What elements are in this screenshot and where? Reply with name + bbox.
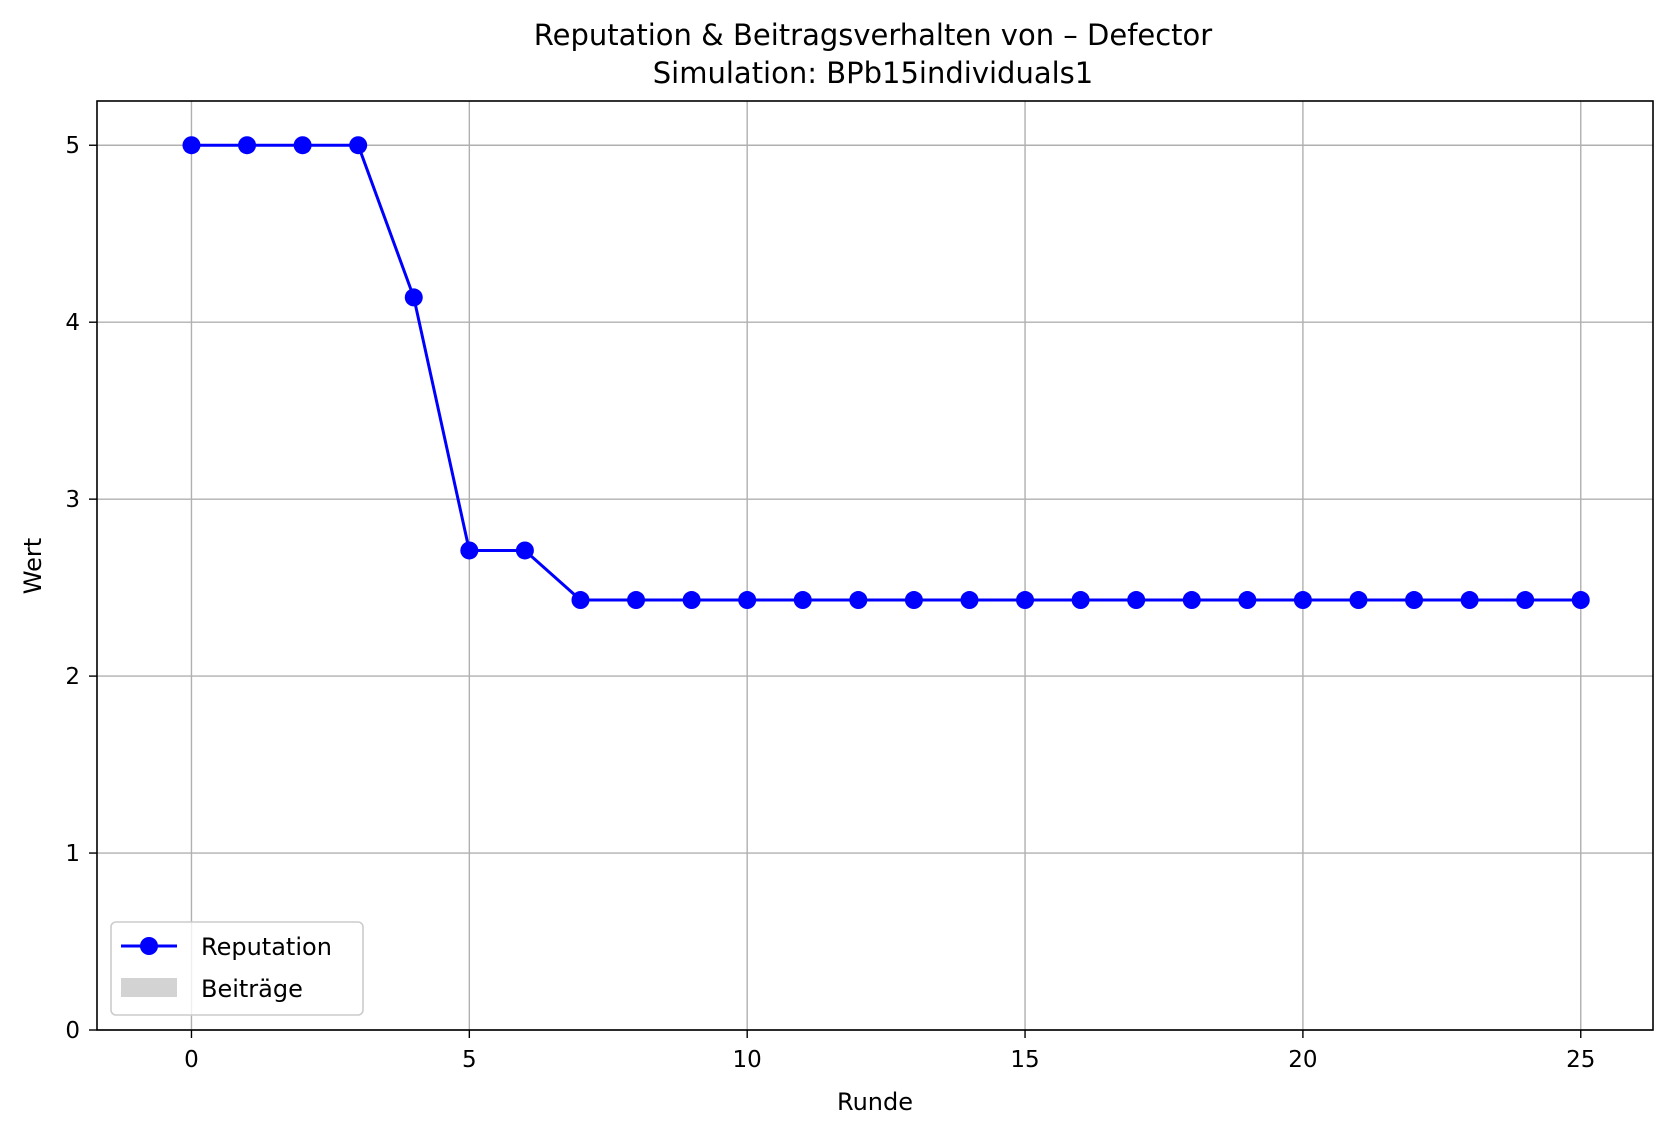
reputation-point xyxy=(1071,591,1090,610)
ticks: 0 5 10 15 20 25 0 1 2 3 4 5 xyxy=(65,133,1595,1073)
y-tick-label: 4 xyxy=(65,310,80,336)
reputation-point xyxy=(793,591,812,610)
y-tick-label: 5 xyxy=(65,133,80,159)
reputation-point xyxy=(460,541,479,560)
x-tick-label: 15 xyxy=(1010,1047,1039,1073)
reputation-point xyxy=(1571,591,1590,610)
reputation-point xyxy=(404,288,423,307)
reputation-point xyxy=(1516,591,1535,610)
reputation-point xyxy=(182,136,201,155)
y-axis-label: Wert xyxy=(19,538,47,594)
reputation-point xyxy=(1349,591,1368,610)
x-tick-label: 10 xyxy=(733,1047,762,1073)
reputation-point xyxy=(1238,591,1257,610)
reputation-point xyxy=(627,591,646,610)
reputation-point xyxy=(293,136,312,155)
reputation-line xyxy=(191,143,1581,602)
y-tick-label: 1 xyxy=(65,841,80,867)
legend-beitraege-swatch xyxy=(121,978,177,997)
reputation-point xyxy=(1182,591,1201,610)
chart-title: Reputation & Beitragsverhalten von – Def… xyxy=(534,18,1213,52)
reputation-point xyxy=(960,591,979,610)
legend-reputation-label: Reputation xyxy=(201,933,332,961)
y-tick-label: 0 xyxy=(65,1018,80,1044)
plot-frame xyxy=(96,100,1654,1031)
reputation-point xyxy=(1016,591,1035,610)
legend-reputation-marker xyxy=(140,937,158,955)
x-tick-label: 0 xyxy=(184,1047,199,1073)
x-tick-label: 5 xyxy=(462,1047,477,1073)
x-tick-label: 25 xyxy=(1566,1047,1595,1073)
chart-subtitle: Simulation: BPb15individuals1 xyxy=(653,56,1093,90)
reputation-point xyxy=(349,136,368,155)
reputation-point xyxy=(1405,591,1424,610)
y-tick-label: 3 xyxy=(65,487,80,513)
reputation-point xyxy=(682,591,701,610)
x-tick-label: 20 xyxy=(1288,1047,1317,1073)
series-layer xyxy=(182,136,1590,610)
y-tick-label: 2 xyxy=(65,664,80,690)
reputation-point xyxy=(1460,591,1479,610)
reputation-point xyxy=(238,136,257,155)
reputation-point xyxy=(1127,591,1146,610)
reputation-point xyxy=(1293,591,1312,610)
reputation-point xyxy=(738,591,757,610)
reputation-point xyxy=(904,591,923,610)
reputation-point xyxy=(849,591,868,610)
reputation-point xyxy=(515,541,534,560)
x-axis-label: Runde xyxy=(837,1088,913,1116)
reputation-point xyxy=(571,591,590,610)
legend-beitraege-label: Beiträge xyxy=(201,975,303,1003)
legend: Reputation Beiträge xyxy=(110,921,364,1016)
